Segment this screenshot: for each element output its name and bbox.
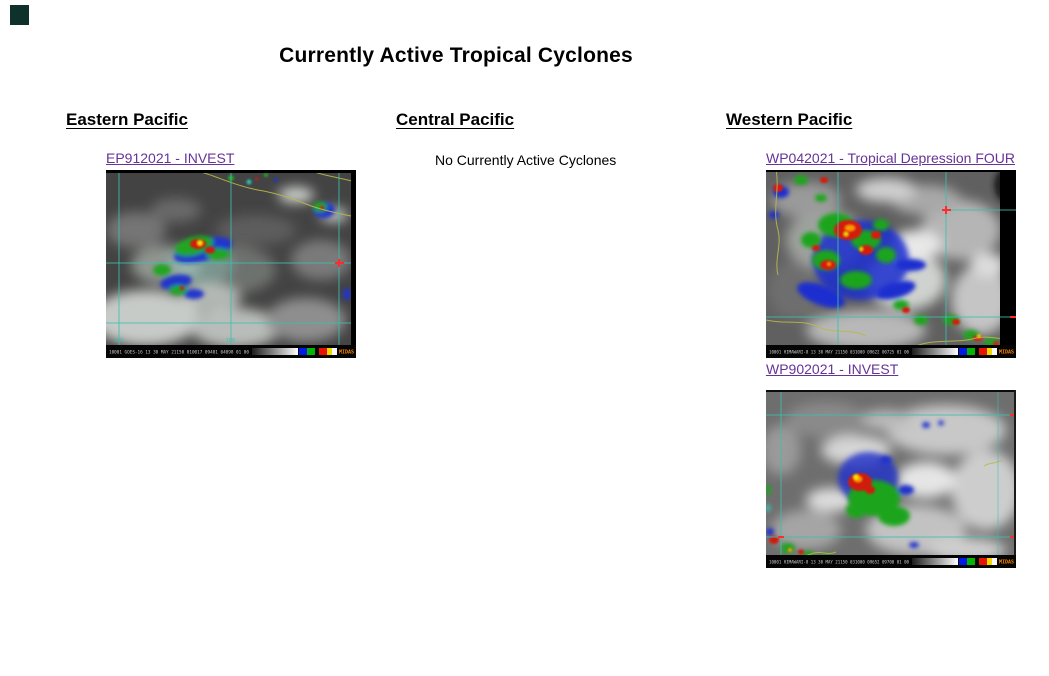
satellite-image-wp04[interactable]: 10001 HIMAWARI-8 13 30 MAY 21150 031000 … bbox=[765, 167, 1022, 358]
wp90-stamp: MIDAS bbox=[999, 560, 1014, 566]
wp04-caption: 10001 HIMAWARI-8 13 30 MAY 21150 031000 … bbox=[769, 350, 909, 356]
link-ep912021-invest[interactable]: EP912021 - INVEST bbox=[106, 150, 235, 166]
western-pacific-heading: Western Pacific bbox=[726, 110, 853, 129]
link-wp042021-tropical-depression-four[interactable]: WP042021 - Tropical Depression FOUR bbox=[766, 150, 1015, 166]
wp90-caption: 10001 HIMAWARI-8 13 30 MAY 21150 031000 … bbox=[769, 560, 909, 566]
satellite-image-wp90[interactable]: 10001 HIMAWARI-8 13 30 MAY 21150 031000 … bbox=[761, 390, 1021, 568]
eastern-pacific-heading: Eastern Pacific bbox=[66, 110, 188, 129]
corner-logo bbox=[10, 5, 29, 25]
ep91-satellite-thumbnail: 110 100 10001 GOES-16 13 30 MAY 21150 01… bbox=[91, 170, 357, 358]
page-title: Currently Active Tropical Cyclones bbox=[279, 44, 633, 67]
wp04-satellite-thumbnail: 10001 HIMAWARI-8 13 30 MAY 21150 031000 … bbox=[765, 167, 1022, 358]
wp04-stamp: MIDAS bbox=[999, 350, 1014, 356]
link-wp902021-invest[interactable]: WP902021 - INVEST bbox=[766, 361, 899, 377]
ep91-grid-label: 100 bbox=[226, 338, 235, 344]
central-pacific-heading: Central Pacific bbox=[396, 110, 515, 129]
no-active-cyclones-text: No Currently Active Cyclones bbox=[435, 152, 617, 168]
ep91-stamp: MIDAS bbox=[339, 350, 354, 356]
wp90-satellite-thumbnail: 10001 HIMAWARI-8 13 30 MAY 21150 031000 … bbox=[761, 390, 1021, 568]
satellite-image-ep91[interactable]: 110 100 10001 GOES-16 13 30 MAY 21150 01… bbox=[91, 170, 357, 358]
ep91-caption: 10001 GOES-16 13 30 MAY 21150 010017 094… bbox=[109, 350, 249, 356]
ep91-grid-label: 110 bbox=[114, 338, 123, 344]
